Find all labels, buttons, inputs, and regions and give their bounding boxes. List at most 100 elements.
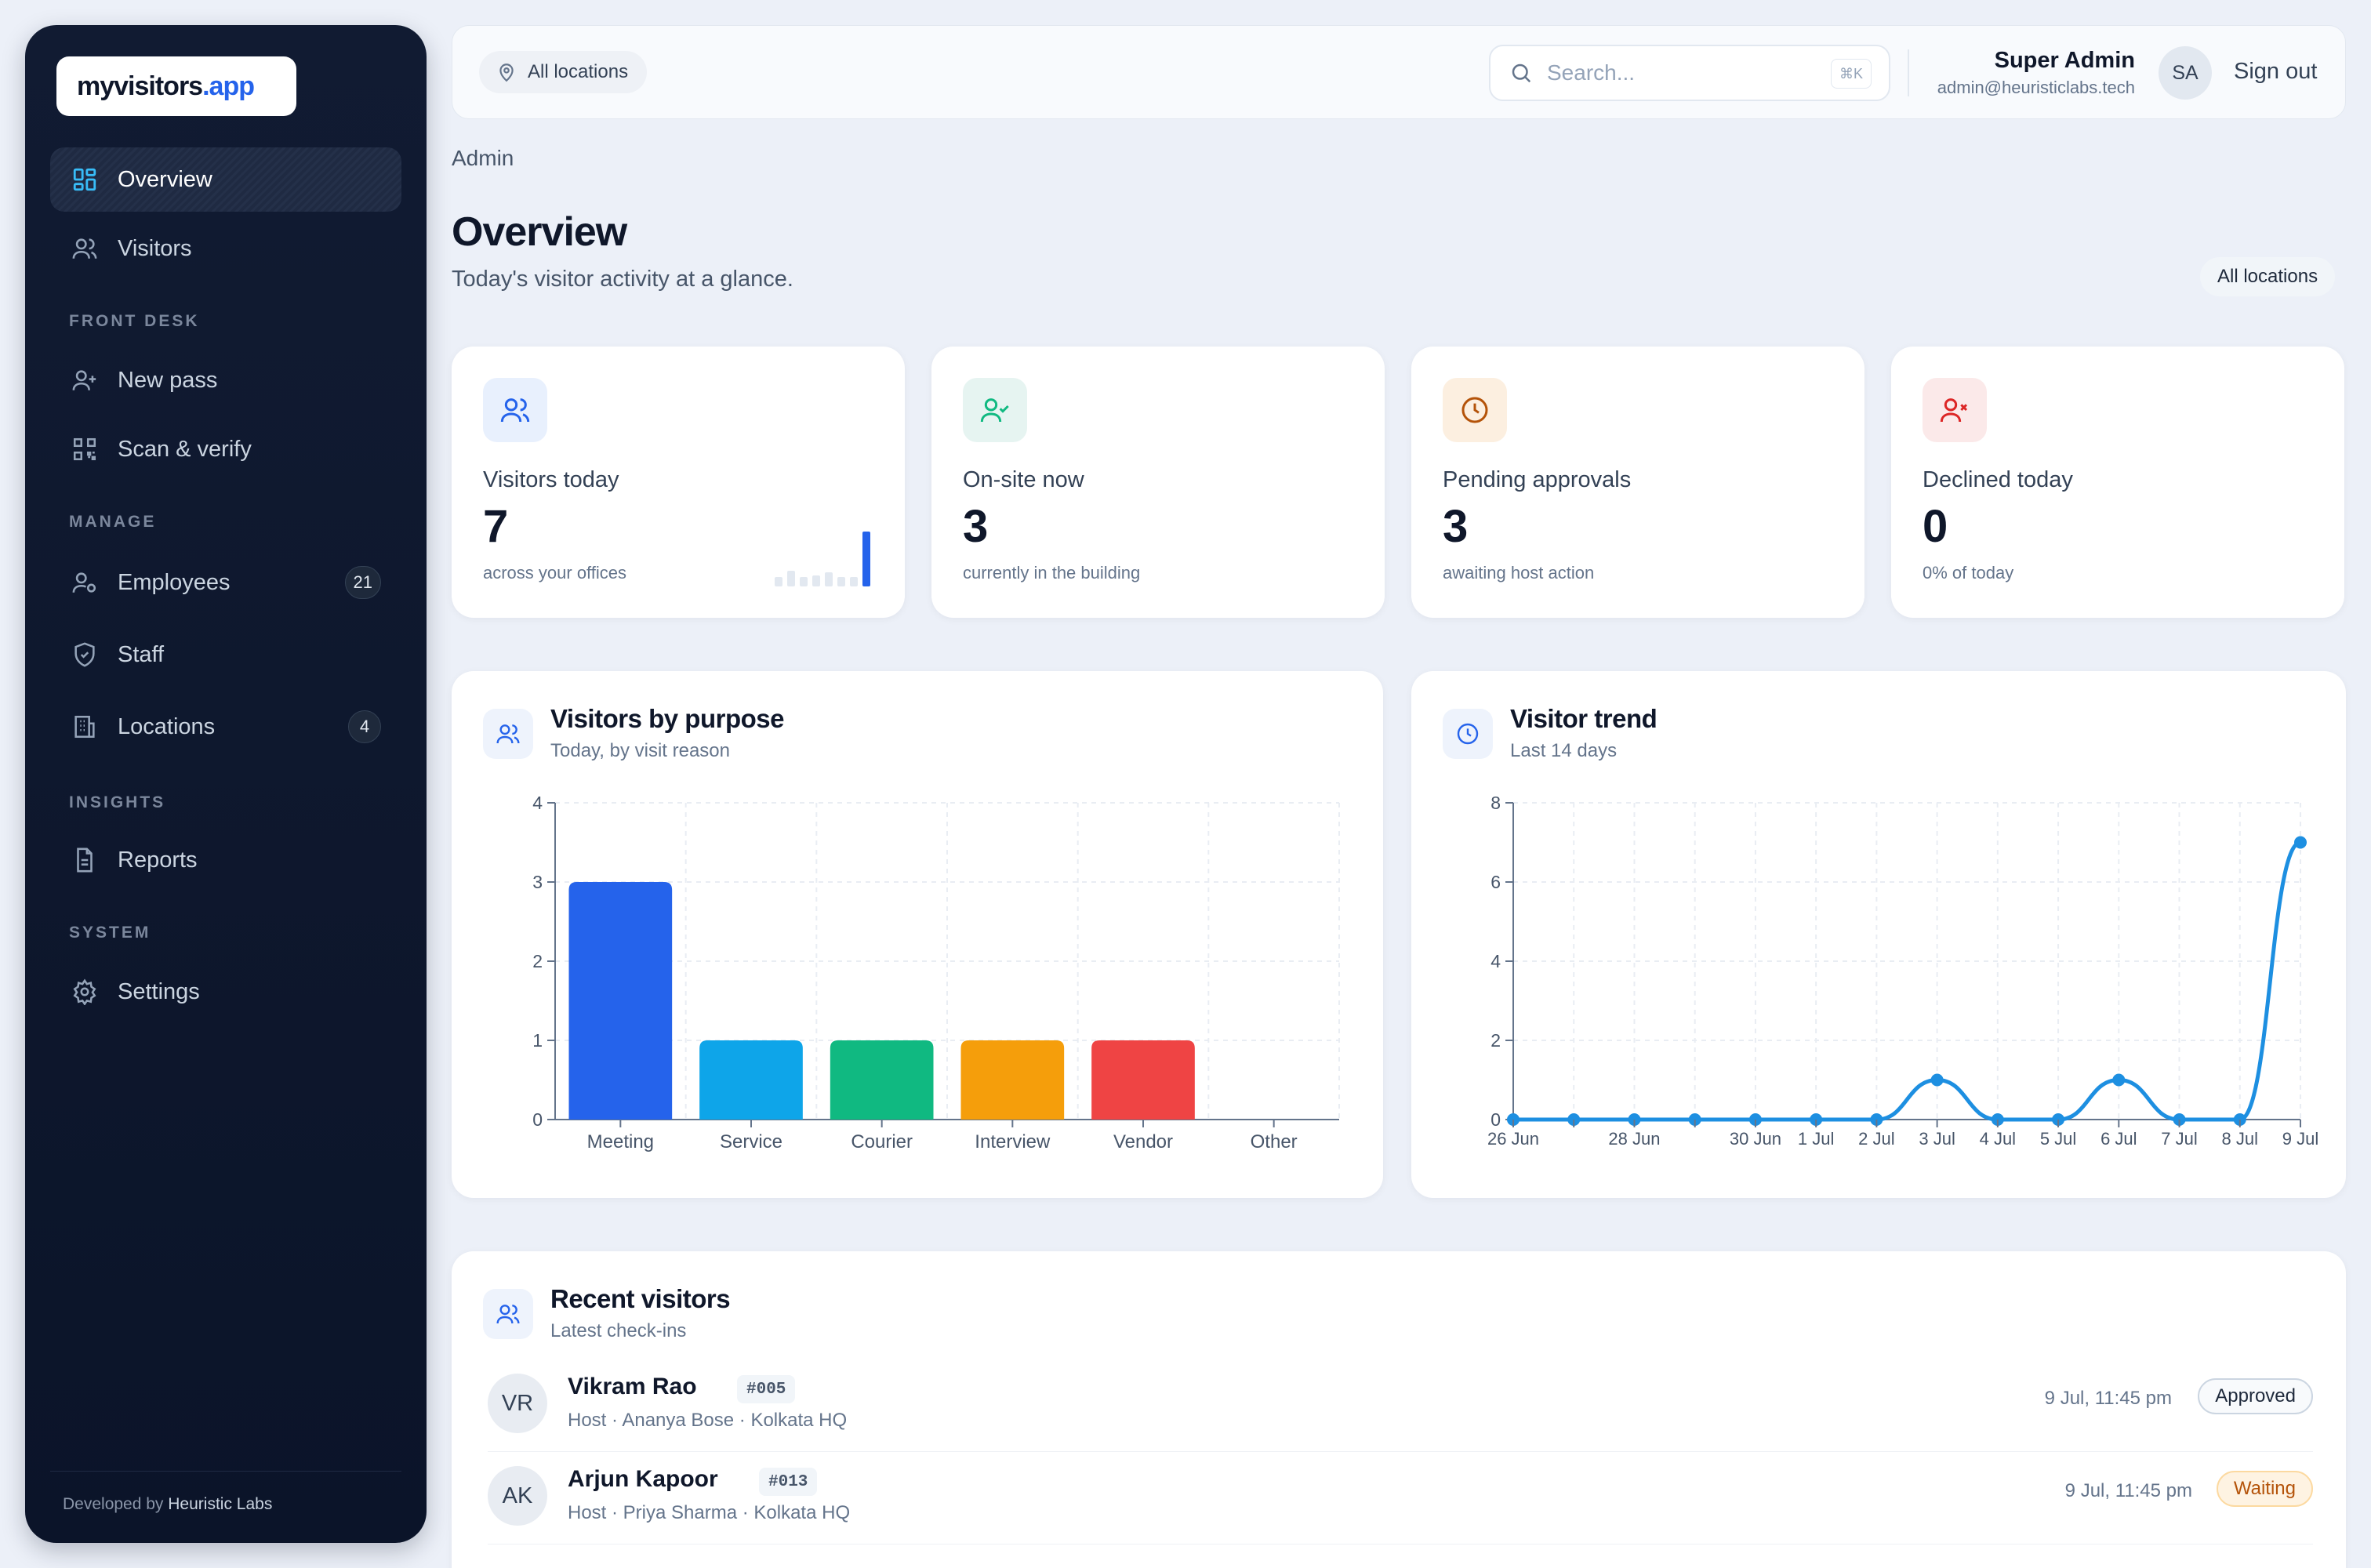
users-icon <box>71 234 99 263</box>
x-tick-label: Interview <box>975 1131 1051 1152</box>
list-item[interactable]: VR Vikram Rao #005 Host · Ananya Bose · … <box>488 1359 2313 1452</box>
sidebar-item-employees[interactable]: Employees 21 <box>50 550 401 615</box>
section-label-manage: MANAGE <box>69 513 157 531</box>
y-tick-label: 0 <box>1490 1109 1501 1130</box>
sidebar-item-settings[interactable]: Settings <box>50 960 401 1024</box>
footer-company-link[interactable]: Heuristic Labs <box>168 1495 273 1513</box>
visitor-code: #005 <box>737 1375 796 1403</box>
sidebar-item-scan-verify[interactable]: Scan & verify <box>50 417 401 481</box>
search-placeholder: Search... <box>1547 60 1636 85</box>
users-icon <box>483 378 547 442</box>
employees-count-badge: 21 <box>344 566 381 599</box>
sidebar-item-label: Reports <box>118 847 198 873</box>
stat-value: 7 <box>483 501 509 552</box>
stat-card-on-site-now: On-site now 3 currently in the building <box>931 347 1385 618</box>
y-tick-label: 6 <box>1490 872 1501 892</box>
stat-value: 3 <box>963 501 989 552</box>
search-input[interactable]: Search... ⌘K <box>1489 45 1890 101</box>
stat-note: awaiting host action <box>1443 563 1595 583</box>
bar-courier <box>830 1040 934 1120</box>
y-tick-label: 4 <box>1490 951 1501 971</box>
sidebar-item-staff[interactable]: Staff <box>50 622 401 687</box>
x-tick-label: 4 Jul <box>1980 1129 2016 1149</box>
sidebar: myvisitors .app Overview Visitors FRONT D… <box>25 25 427 1543</box>
breadcrumb: Admin <box>452 146 514 170</box>
clock-icon <box>1443 709 1493 759</box>
sidebar-item-label: Locations <box>118 713 216 739</box>
sign-out-button[interactable]: Sign out <box>2234 59 2318 84</box>
bar-vendor <box>1091 1040 1195 1120</box>
sidebar-item-label: Scan & verify <box>118 436 252 462</box>
user-name: Super Admin <box>1994 48 2135 73</box>
grid-icon <box>71 165 99 194</box>
x-tick-label: 3 Jul <box>1919 1129 1955 1149</box>
page-title: Overview <box>452 209 627 255</box>
x-tick-label: Meeting <box>587 1131 654 1152</box>
section-label-system: SYSTEM <box>69 924 151 942</box>
divider <box>488 1451 2313 1452</box>
bar-service <box>699 1040 803 1120</box>
bar-chart: 0 1 2 3 4 Meeting Service Courier Interview Vendo… <box>532 793 1340 1152</box>
x-tick-label: Courier <box>851 1131 913 1152</box>
stat-note: across your offices <box>483 563 627 583</box>
brand-name: myvisitors <box>77 71 203 101</box>
map-pin-icon <box>499 64 514 82</box>
x-tick-label: 2 Jul <box>1858 1129 1894 1149</box>
sidebar-item-locations[interactable]: Locations 4 <box>50 695 401 759</box>
y-tick-label: 2 <box>532 951 543 971</box>
stat-note: 0% of today <box>1923 563 2014 583</box>
y-tick-label: 1 <box>532 1030 543 1051</box>
footer-prefix: Developed by <box>63 1495 164 1513</box>
card-title: Visitor trend <box>1510 704 1658 733</box>
x-tick-label: 30 Jun <box>1730 1129 1781 1149</box>
search-shortcut: ⌘K <box>1830 59 1872 89</box>
sidebar-item-label: Overview <box>118 166 212 192</box>
x-tick-label: 7 Jul <box>2161 1129 2197 1149</box>
user-x-icon <box>1923 378 1987 442</box>
avatar: AK <box>488 1466 547 1526</box>
brand-logo[interactable]: myvisitors .app <box>56 56 296 116</box>
purpose-chart-card: Visitors by purpose Today, by visit reas… <box>452 671 1383 1198</box>
stat-card-declined-today: Declined today 0 0% of today <box>1891 347 2344 618</box>
list-item[interactable]: AK Arjun Kapoor #013 Host · Priya Sharma… <box>488 1452 2313 1544</box>
x-tick-label: 28 Jun <box>1608 1129 1660 1149</box>
x-tick-label: Vendor <box>1113 1131 1173 1152</box>
stat-label: Pending approvals <box>1443 467 1632 492</box>
y-tick-label: 4 <box>532 793 543 813</box>
sidebar-item-new-pass[interactable]: New pass <box>50 348 401 412</box>
location-pill[interactable]: All locations <box>2200 257 2336 296</box>
building-icon <box>71 713 99 741</box>
x-tick-label: 8 Jul <box>2222 1129 2258 1149</box>
card-subtitle: Latest check-ins <box>550 1320 687 1341</box>
sidebar-footer: Developed by Heuristic Labs <box>50 1471 401 1514</box>
visitor-code: #013 <box>759 1468 818 1496</box>
x-tick-label: Service <box>720 1131 782 1152</box>
brand-domain: .app <box>202 71 255 101</box>
visitor-time: 9 Jul, 11:45 pm <box>2064 1480 2192 1501</box>
y-tick-label: 8 <box>1490 793 1501 813</box>
qr-code-icon <box>71 435 99 463</box>
x-tick-label: 9 Jul <box>2282 1129 2318 1149</box>
card-title: Visitors by purpose <box>550 704 784 733</box>
recent-visitors-card: Recent visitors Latest check-ins VR Vikr… <box>452 1251 2346 1568</box>
sidebar-item-visitors[interactable]: Visitors <box>50 216 401 281</box>
sidebar-item-overview[interactable]: Overview <box>50 147 401 212</box>
stat-label: On-site now <box>963 467 1084 492</box>
line-chart: 0 2 4 6 8 26 Jun 28 Jun 30 Jun 1 Jul 2 Jul 3 Jul 4 … <box>1487 793 2318 1149</box>
user-check-icon <box>963 378 1027 442</box>
y-tick-label: 0 <box>532 1109 543 1130</box>
x-tick-label: 1 Jul <box>1798 1129 1834 1149</box>
section-label-front-desk: FRONT DESK <box>69 312 200 330</box>
sidebar-item-reports[interactable]: Reports <box>50 828 401 892</box>
visitor-name: Arjun Kapoor <box>568 1466 718 1492</box>
bar-meeting <box>568 882 673 1120</box>
avatar[interactable]: SA <box>2159 46 2212 100</box>
users-icon <box>483 1289 533 1339</box>
stat-card-visitors-today: Visitors today 7 across your offices <box>452 347 905 618</box>
location-filter[interactable]: All locations <box>479 51 648 93</box>
sparkline <box>770 532 870 586</box>
card-subtitle: Last 14 days <box>1510 740 1618 761</box>
stat-value: 3 <box>1443 501 1469 552</box>
status-badge: Waiting <box>2216 1471 2313 1507</box>
status-badge: Approved <box>2198 1378 2313 1414</box>
